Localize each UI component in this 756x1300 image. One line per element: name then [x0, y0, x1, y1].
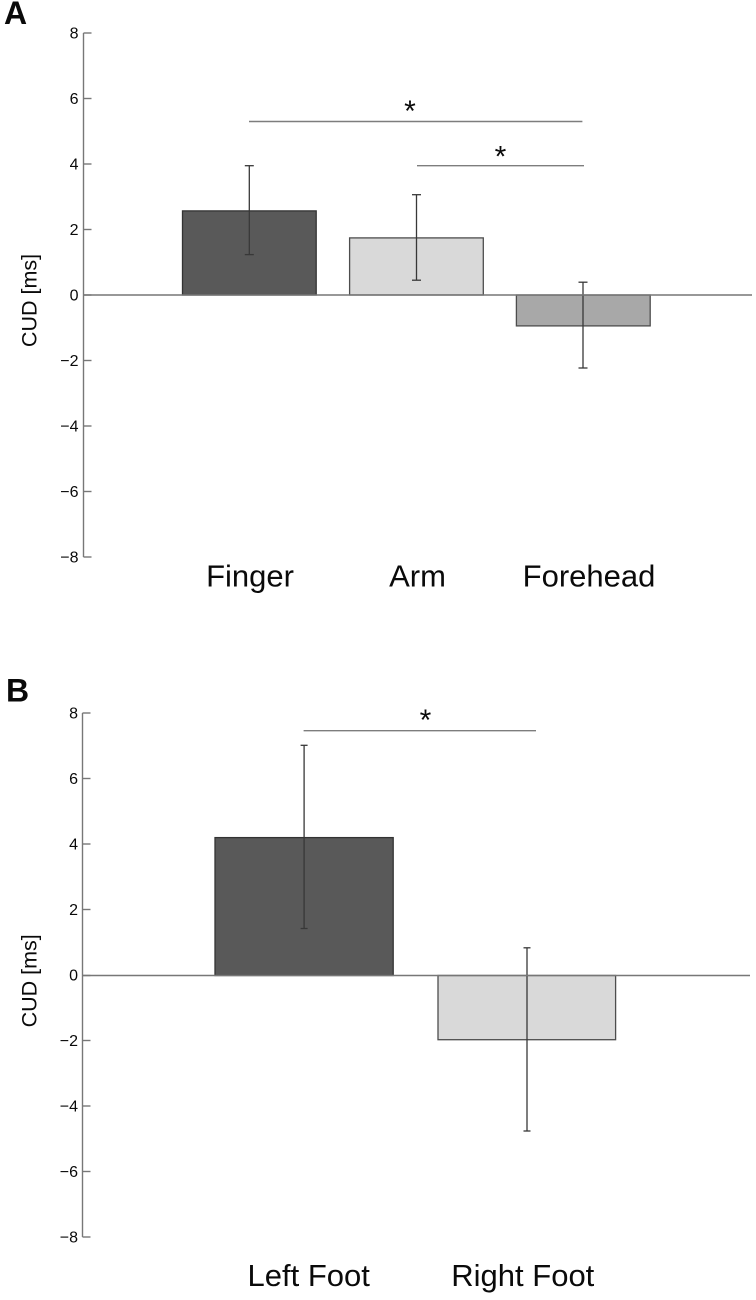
svg-text:8: 8	[69, 706, 78, 723]
svg-text:−4: −4	[60, 419, 78, 436]
svg-text:Forehead: Forehead	[523, 559, 656, 594]
svg-text:4: 4	[70, 157, 79, 174]
svg-text:8: 8	[70, 26, 79, 43]
svg-text:*: *	[404, 95, 416, 128]
svg-text:CUD [ms]: CUD [ms]	[17, 254, 41, 347]
svg-text:6: 6	[69, 771, 78, 788]
svg-text:B: B	[6, 673, 29, 709]
svg-text:Arm: Arm	[389, 559, 446, 594]
svg-text:−2: −2	[60, 353, 78, 370]
svg-text:−6: −6	[60, 484, 78, 501]
svg-text:*: *	[495, 141, 507, 174]
svg-text:CUD [ms]: CUD [ms]	[18, 934, 42, 1027]
svg-text:6: 6	[70, 91, 79, 108]
svg-text:−6: −6	[60, 1164, 78, 1181]
svg-text:−8: −8	[60, 1230, 78, 1247]
svg-text:2: 2	[69, 902, 78, 919]
svg-text:A: A	[4, 0, 27, 31]
svg-text:Right Foot: Right Foot	[451, 1258, 594, 1293]
svg-text:Left Foot: Left Foot	[248, 1258, 371, 1293]
svg-text:−4: −4	[60, 1099, 78, 1116]
svg-text:−8: −8	[60, 550, 78, 567]
svg-text:Finger: Finger	[206, 559, 294, 594]
svg-text:0: 0	[69, 968, 78, 985]
svg-text:*: *	[420, 704, 432, 737]
svg-text:0: 0	[70, 288, 79, 305]
svg-text:−2: −2	[60, 1033, 78, 1050]
svg-text:4: 4	[69, 837, 78, 854]
svg-text:2: 2	[70, 222, 79, 239]
